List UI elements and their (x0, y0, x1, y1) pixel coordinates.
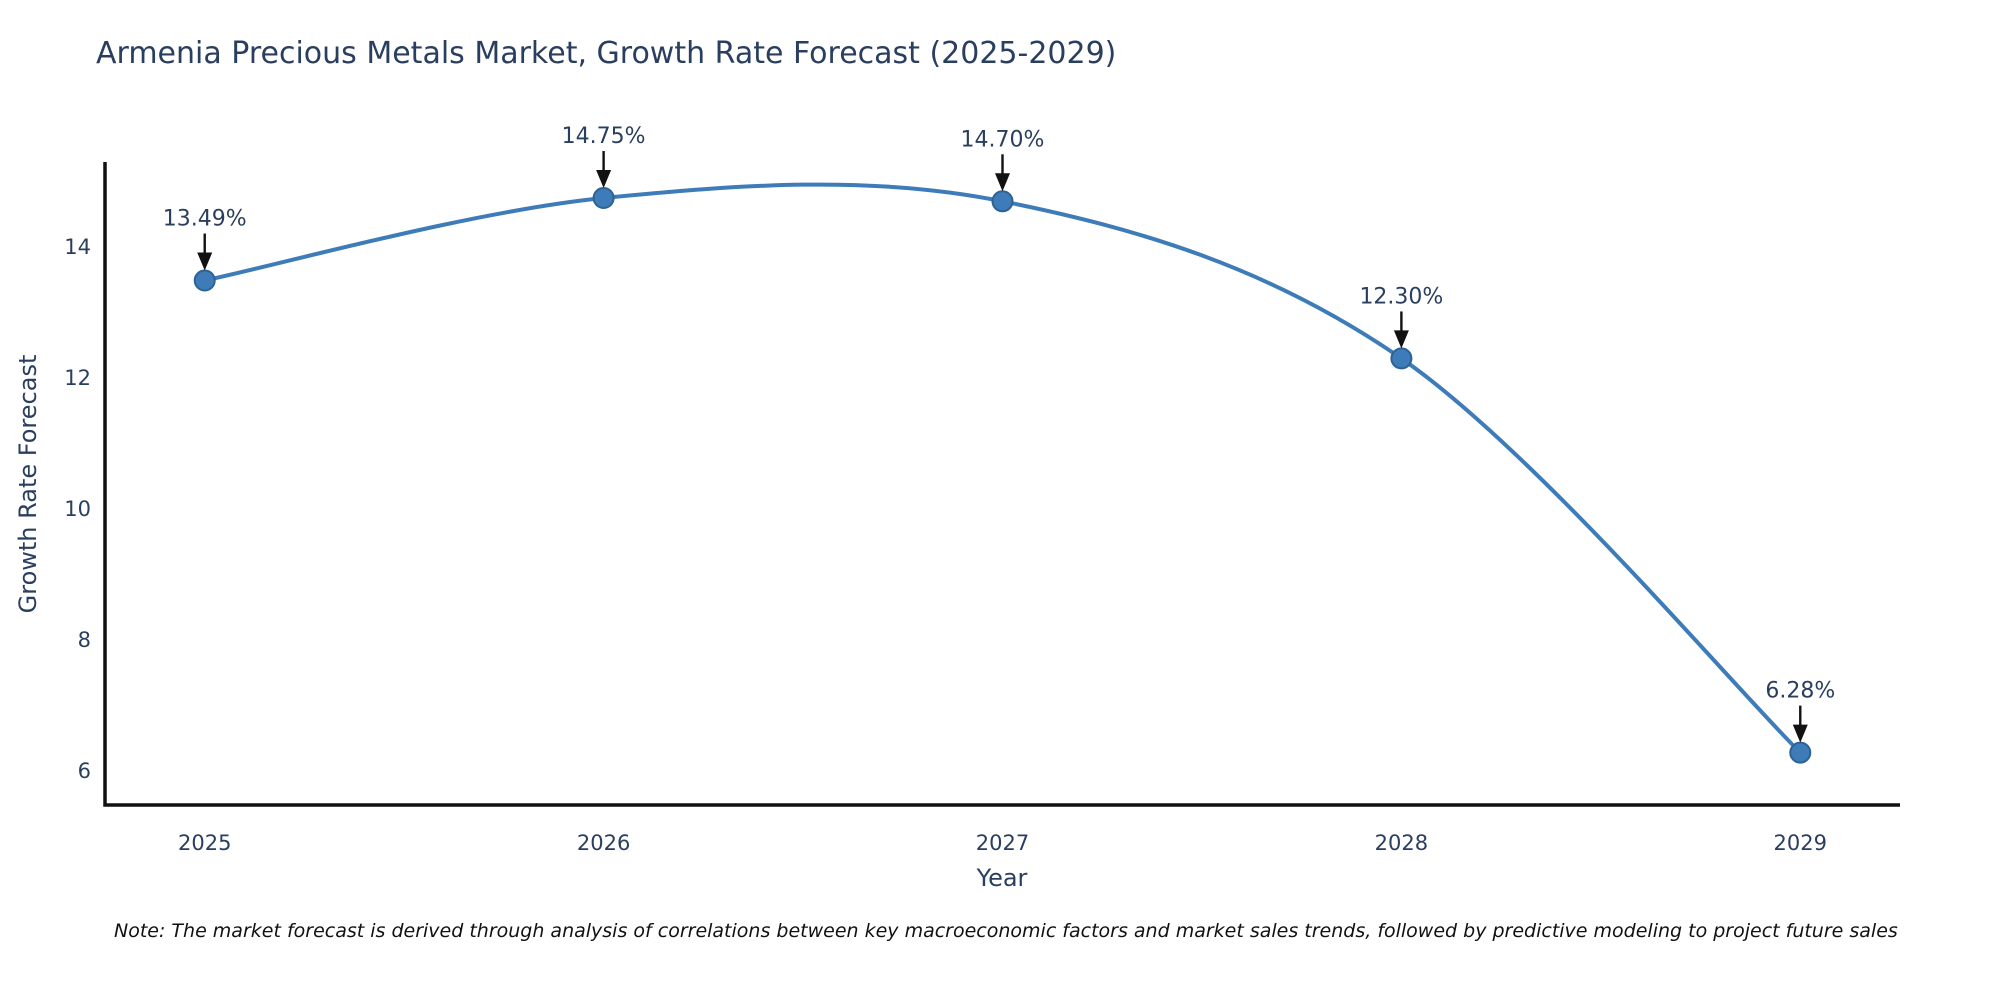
annotation-arrowhead-icon (1792, 724, 1808, 743)
y-tick-label: 6 (78, 759, 91, 783)
y-tick-label: 14 (64, 235, 91, 259)
annotation-arrowhead-icon (1393, 330, 1409, 349)
x-tick-label: 2026 (577, 831, 630, 855)
annotation-arrowhead-icon (197, 252, 213, 271)
annotation-label: 14.75% (562, 124, 646, 149)
data-point-marker (991, 190, 1014, 213)
annotation-label: 12.30% (1359, 284, 1443, 309)
y-tick-label: 12 (64, 366, 91, 390)
data-point-marker (1789, 741, 1812, 764)
axes-line (103, 162, 1900, 807)
x-tick-label: 2027 (976, 831, 1029, 855)
y-tick-label: 8 (78, 628, 91, 652)
x-tick-label: 2028 (1375, 831, 1428, 855)
y-axis-title: Growth Rate Forecast (14, 354, 42, 614)
annotation-arrowhead-icon (596, 170, 612, 189)
chart-title: Armenia Precious Metals Market, Growth R… (96, 36, 1117, 71)
x-tick-label: 2025 (178, 831, 231, 855)
x-tick-label: 2029 (1774, 831, 1827, 855)
y-tick-label: 10 (64, 497, 91, 521)
annotation-label: 6.28% (1765, 679, 1835, 704)
forecast-line (202, 182, 1803, 755)
data-point-marker (193, 269, 216, 292)
footnote: Note: The market forecast is derived thr… (114, 920, 1898, 942)
annotation-arrowhead-icon (995, 173, 1010, 192)
x-axis-title: Year (976, 864, 1028, 892)
data-point-marker (1390, 347, 1413, 370)
annotation-label: 13.49% (163, 207, 247, 232)
annotation-label: 14.70% (961, 127, 1045, 152)
data-point-marker (592, 187, 615, 210)
